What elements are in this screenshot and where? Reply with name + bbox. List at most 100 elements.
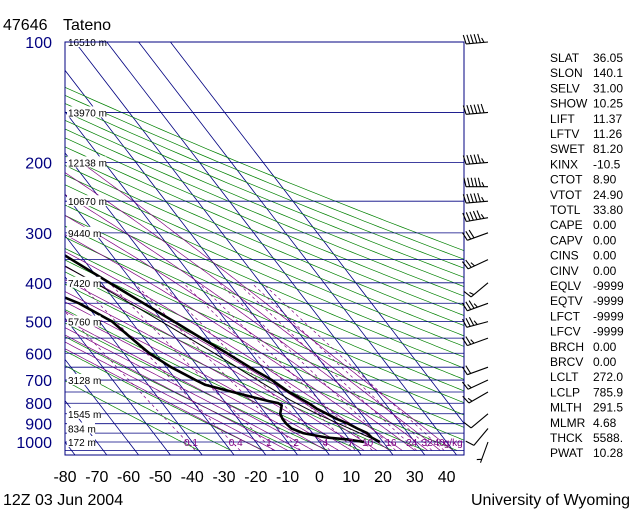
mixing-ratio-label: 24 [406, 438, 418, 449]
index-label: SLAT [550, 51, 580, 65]
index-value: -9999 [593, 294, 624, 308]
index-value: 5588. [593, 431, 623, 445]
mixing-ratio-label: 2 [293, 438, 299, 449]
temperature-axis: -80 -70 -60 -50 -40 -30 -20 -10 0 10 20 30 40 [53, 469, 455, 486]
index-label: SWET [550, 142, 585, 156]
index-label: EQLV [550, 279, 581, 293]
mixing-ratio-line [160, 282, 331, 451]
dry-adiabat-line [65, 283, 425, 451]
index-value: 0.00 [593, 233, 617, 247]
moist-adiabat-line [65, 341, 276, 451]
pressure-tick-label: 500 [25, 315, 52, 332]
temperature-tick-label: 30 [406, 469, 424, 486]
height-label-background [67, 315, 101, 327]
moist-adiabat-line [65, 319, 314, 451]
index-value: 8.90 [593, 173, 617, 187]
index-value: 272.0 [593, 370, 623, 384]
dry-adiabat-line [65, 119, 464, 287]
wind-barb [461, 379, 489, 390]
index-label: MLMR [550, 416, 586, 430]
temperature-tick-label: -80 [53, 469, 76, 486]
temperature-tick-label: -10 [276, 469, 299, 486]
index-value: 0.00 [593, 355, 617, 369]
height-label: 834 m [68, 425, 96, 436]
dry-adiabat-line [65, 137, 464, 307]
mixing-ratio-label: 0.1 [184, 438, 198, 449]
wind-barb [463, 413, 489, 429]
index-label: BRCH [550, 340, 584, 354]
wind-barbs [461, 33, 489, 463]
wind-barb [476, 441, 489, 463]
index-label: BRCV [550, 355, 583, 369]
height-label: 10670 m [68, 197, 107, 208]
isotherm-line [65, 152, 298, 455]
moist-adiabat-line [80, 162, 454, 451]
temperature-tick-label: -20 [244, 469, 267, 486]
index-value: 31.00 [593, 81, 623, 95]
isobar-lines [65, 42, 464, 451]
height-label: 9440 m [68, 229, 101, 240]
wind-barb [462, 154, 489, 165]
pressure-tick-label: 100 [25, 35, 52, 52]
mixing-ratio-line [78, 282, 241, 451]
moist-adiabat-line [65, 234, 403, 451]
height-labels: 16510 m 13970 m 12138 m 10670 m 9440 m 7420 m… [67, 36, 107, 449]
wind-barb [463, 282, 489, 298]
isotherm-line [65, 358, 139, 455]
index-label: CINV [550, 264, 579, 278]
height-label-background [67, 226, 101, 238]
mixing-ratio-line [133, 282, 301, 451]
moist-adiabat-line [65, 301, 339, 451]
isotherm-line [65, 110, 330, 455]
data-source: University of Wyoming [471, 492, 630, 509]
dry-adiabat-line [65, 350, 264, 451]
dry-adiabat-line [65, 174, 464, 347]
profile-lines [65, 254, 381, 444]
temperature-tick-label: 10 [342, 469, 360, 486]
wind-barb [462, 192, 489, 204]
height-label: 7420 m [68, 279, 101, 290]
dry-adiabat-line [65, 128, 464, 297]
height-label: 3128 m [68, 376, 101, 387]
index-label: CAPE [550, 218, 583, 232]
wind-barb [462, 317, 489, 328]
isotherm-line [170, 42, 464, 424]
moist-adiabat-line [65, 194, 428, 451]
height-label-background [67, 407, 101, 419]
pressure-tick-label: 900 [25, 417, 52, 434]
dry-adiabat-line [65, 155, 464, 326]
isotherm-line [65, 276, 203, 455]
index-value: 4.68 [593, 416, 617, 430]
dry-adiabat-line [65, 111, 464, 278]
height-label-background [67, 106, 107, 118]
dry-adiabat-line [65, 236, 464, 416]
dry-adiabat-line [65, 86, 464, 251]
index-label: EQTV [550, 294, 583, 308]
index-label: SELV [550, 81, 580, 95]
dry-adiabat-line [65, 214, 464, 392]
mixing-ratio-label: 4 [323, 438, 329, 449]
index-value: -9999 [593, 309, 624, 323]
dry-adiabat-line [65, 194, 464, 369]
height-label: 12138 m [68, 158, 107, 169]
index-label: CINS [550, 249, 579, 263]
index-label: VTOT [550, 188, 582, 202]
index-value: 10.28 [593, 446, 623, 460]
temperature-profile-line [65, 254, 381, 444]
index-value: 11.26 [593, 127, 622, 141]
height-label-background [67, 374, 101, 385]
dry-adiabat-line [65, 164, 464, 337]
mixing-ratio-label: 40 [434, 438, 446, 449]
mixing-ratio-label: 16 [385, 438, 397, 449]
height-label-background [67, 422, 95, 434]
moist-adiabat-line [65, 334, 288, 451]
moist-adiabat-line [65, 172, 441, 451]
index-value: 10.25 [593, 97, 623, 111]
index-label: MLTH [550, 401, 582, 415]
temperature-tick-label: 0 [315, 469, 324, 486]
pressure-tick-label: 600 [25, 346, 52, 363]
wind-barb [461, 229, 489, 241]
height-label-background [67, 436, 95, 447]
